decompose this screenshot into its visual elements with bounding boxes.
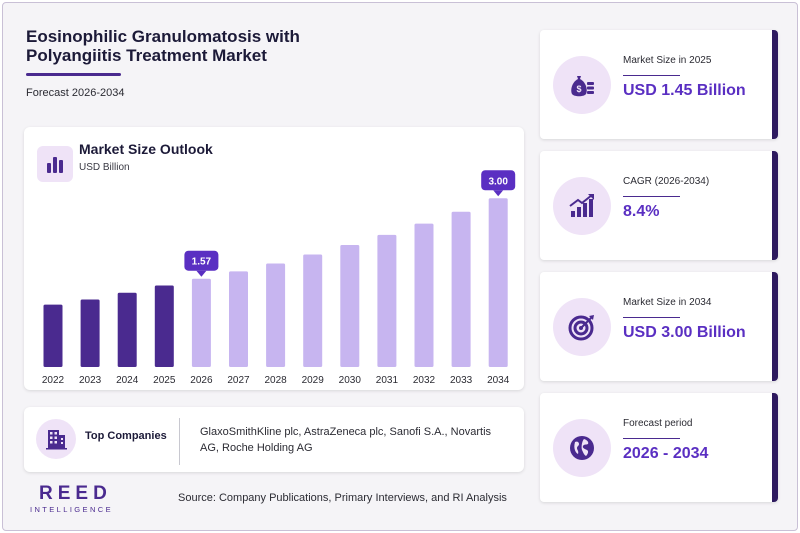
bar-2030	[340, 244, 360, 367]
x-tick-label: 2026	[190, 375, 213, 386]
reed-logo-subtitle: INTELLIGENCE	[30, 505, 113, 514]
page-subtitle: Forecast 2026-2034	[26, 87, 125, 99]
data-label: 1.57	[192, 257, 212, 268]
stat-label: Forecast period	[623, 418, 693, 429]
bar-2025	[154, 285, 174, 367]
bar-chart-icon	[37, 146, 73, 182]
bar-2026	[191, 278, 211, 367]
x-tick-label: 2032	[413, 375, 436, 386]
title-underline	[26, 73, 121, 76]
bar-2024	[117, 292, 137, 367]
target-icon	[553, 298, 611, 356]
callout-box	[481, 170, 516, 191]
stat-value: 2026 - 2034	[623, 445, 709, 462]
data-callout-2026: 1.57	[184, 250, 219, 277]
callout-pointer	[493, 190, 504, 197]
source-note: Source: Company Publications, Primary In…	[178, 492, 507, 504]
stat-value: USD 3.00 Billion	[623, 324, 746, 341]
stat-rule	[623, 75, 680, 76]
card-edge-accent	[772, 272, 778, 381]
data-callout-2034: 3.00	[481, 170, 516, 197]
stat-label: Market Size in 2025	[623, 55, 712, 66]
bar-2031	[377, 234, 397, 367]
x-tick-label: 2027	[227, 375, 250, 386]
stat-card-cagr: CAGR (2026-2034) 8.4%	[540, 151, 778, 260]
growth-chart-icon	[553, 177, 611, 235]
x-tick-label: 2034	[487, 375, 510, 386]
x-tick-label: 2029	[302, 375, 325, 386]
top-companies-card	[24, 407, 524, 472]
x-tick-label: 2025	[153, 375, 176, 386]
x-tick-label: 2030	[339, 375, 362, 386]
stat-card-market-2034: Market Size in 2034 USD 3.00 Billion	[540, 272, 778, 381]
stat-card-forecast-period: Forecast period 2026 - 2034	[540, 393, 778, 502]
stat-card-market-2025: $ Market Size in 2025 USD 1.45 Billion	[540, 30, 778, 139]
stat-value: 8.4%	[623, 203, 660, 220]
x-tick-label: 2033	[450, 375, 473, 386]
card-edge-accent	[772, 151, 778, 260]
bar-2029	[303, 254, 323, 367]
x-tick-label: 2023	[79, 375, 102, 386]
stat-rule	[623, 438, 680, 439]
bar-2028	[266, 263, 286, 367]
data-label: 3.00	[488, 176, 508, 187]
bar-2032	[414, 223, 434, 367]
bar-2033	[451, 211, 471, 367]
top-companies-label: Top Companies	[85, 430, 167, 442]
stat-rule	[623, 317, 680, 318]
chart-title: Market Size Outlook	[79, 141, 213, 157]
building-icon	[36, 419, 76, 459]
chart-unit: USD Billion	[79, 162, 130, 173]
x-tick-label: 2024	[116, 375, 139, 386]
bar-2023	[80, 299, 100, 367]
market-size-chart: 2022 2023 2024 2025 2026 2027 2028 2029 2030 2031…	[42, 170, 516, 386]
stat-rule	[623, 196, 680, 197]
bar-2034	[488, 198, 508, 367]
callout-pointer	[196, 270, 207, 277]
bar-2022	[43, 304, 63, 367]
x-tick-label: 2022	[42, 375, 65, 386]
divider	[179, 418, 180, 465]
stat-label: Market Size in 2034	[623, 297, 712, 308]
reed-logo: REED	[39, 483, 112, 504]
card-edge-accent	[772, 393, 778, 502]
stat-label: CAGR (2026-2034)	[623, 176, 710, 187]
x-tick-label: 2031	[376, 375, 399, 386]
card-edge-accent	[772, 30, 778, 139]
stat-value: USD 1.45 Billion	[623, 82, 746, 99]
svg-text:$: $	[576, 84, 581, 94]
x-tick-label: 2028	[264, 375, 287, 386]
page-title: Eosinophilic Granulomatosis with Polyang…	[26, 27, 300, 65]
top-companies-list: GlaxoSmithKline plc, AstraZeneca plc, Sa…	[200, 426, 492, 454]
callout-box	[184, 250, 219, 271]
money-bag-icon: $	[553, 56, 611, 114]
bar-2027	[229, 271, 248, 367]
globe-icon	[553, 419, 611, 477]
